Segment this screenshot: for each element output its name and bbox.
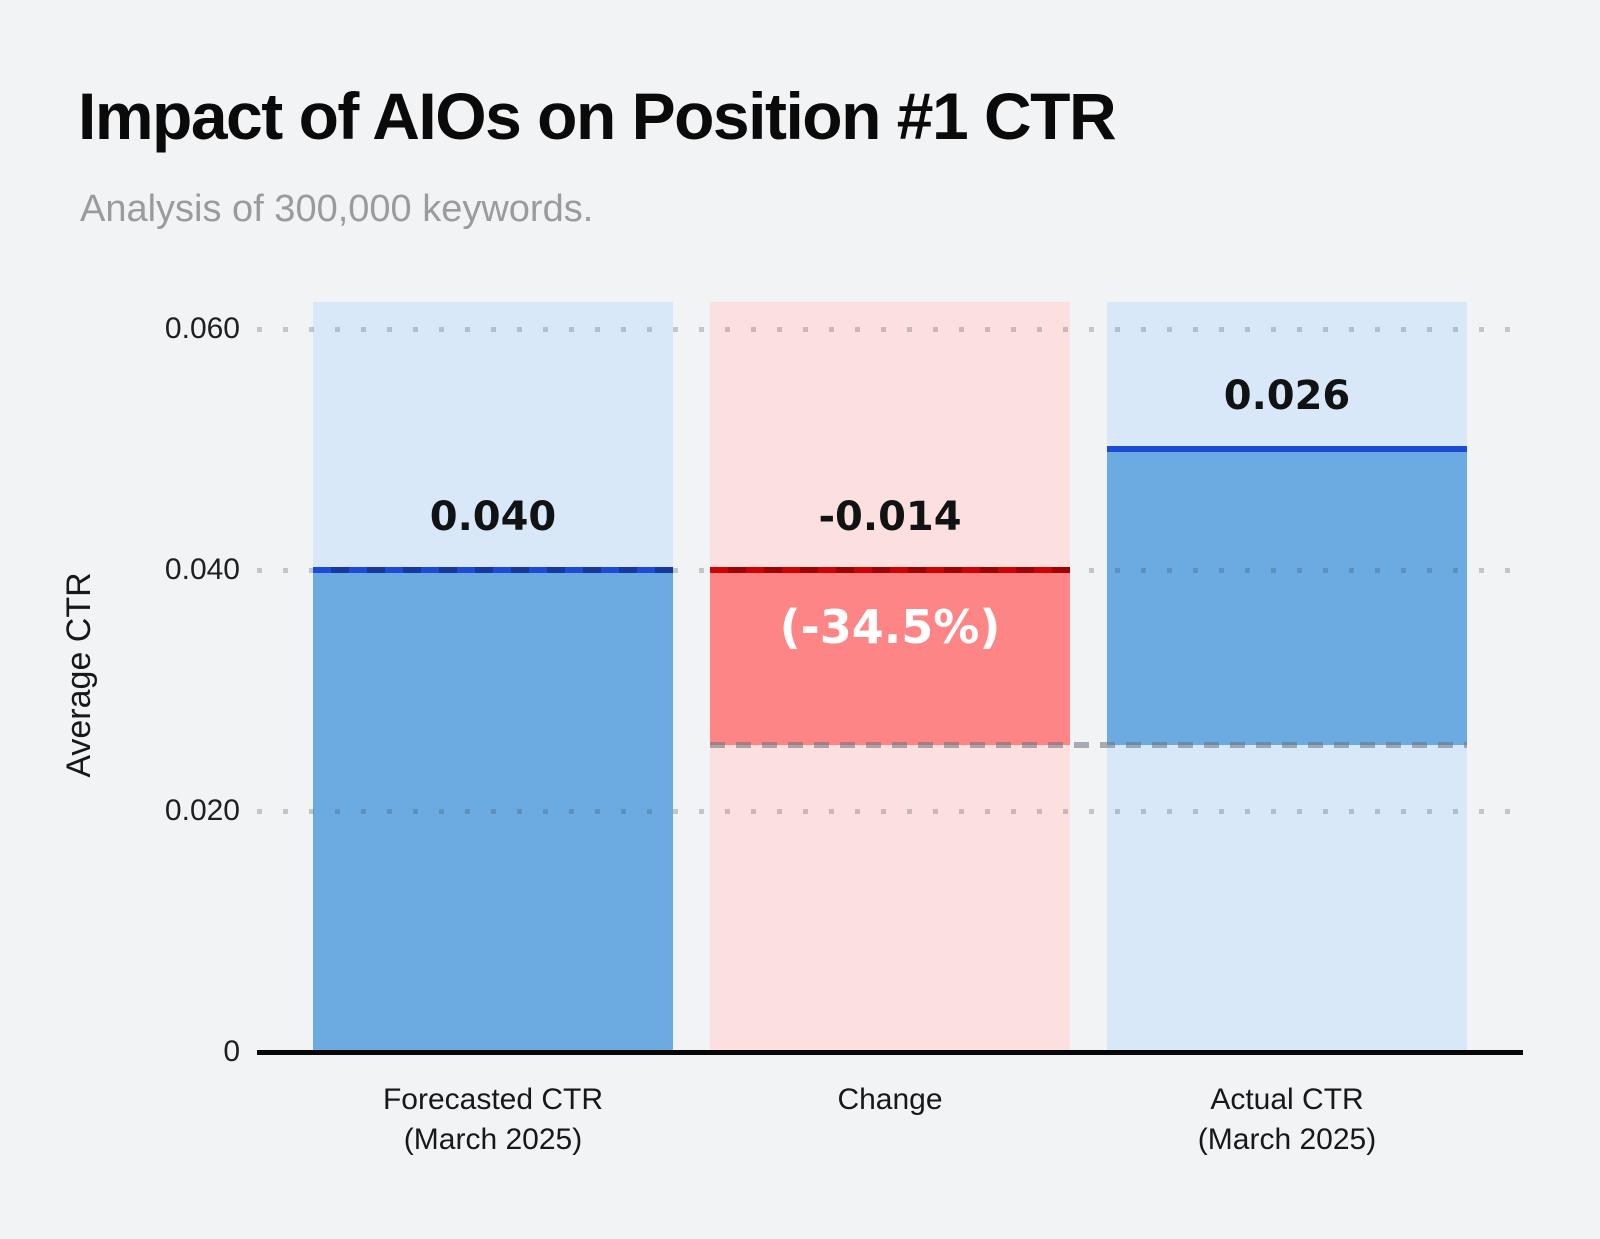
bar-change-percent-label: (-34.5%): [779, 599, 1001, 654]
bar-actual-ctr-value-label: 0.026: [1223, 373, 1351, 420]
y-axis-title: Average CTR: [59, 572, 98, 778]
x-axis-label-forecasted-ctr-line2: (March 2025): [403, 1123, 583, 1156]
chart-subtitle: Analysis of 300,000 keywords.: [80, 188, 594, 230]
bar-forecasted-ctr-fill: [313, 569, 673, 1052]
bar-forecasted-ctr-value-label: 0.040: [429, 493, 557, 540]
y-tick-label-0.020: 0.020: [164, 793, 240, 827]
bar-change-fill: [710, 569, 1070, 745]
x-axis-label-actual-ctr: Actual CTR (March 2025): [1067, 1080, 1507, 1160]
x-axis-label-change: Change: [837, 1083, 943, 1116]
chart-title: Impact of AIOs on Position #1 CTR: [78, 79, 1117, 153]
y-tick-label-0.060: 0.060: [164, 311, 240, 345]
x-axis-line: [257, 1050, 1523, 1055]
gridline-0.020: [257, 808, 1523, 814]
gridline-0.060: [257, 326, 1523, 332]
bar-forecasted-ctr-top-line: [313, 566, 673, 573]
dashed-reference-line: [710, 741, 1467, 748]
y-tick-label-0: 0: [223, 1035, 240, 1068]
bar-change-value-label: -0.014: [818, 493, 962, 540]
bar-actual-ctr-top-line: [1107, 446, 1467, 453]
bar-change-top-line: [710, 566, 1070, 573]
bar-actual-ctr-fill: [1107, 449, 1467, 745]
x-axis-label-forecasted-ctr: Forecasted CTR (March 2025): [273, 1080, 713, 1160]
x-axis-label-actual-ctr-line2: (March 2025): [1197, 1123, 1377, 1156]
y-tick-label-0.040: 0.040: [164, 552, 240, 586]
plot-area: 0.040 -0.014 (-34.5%) 0.026: [257, 302, 1523, 1055]
